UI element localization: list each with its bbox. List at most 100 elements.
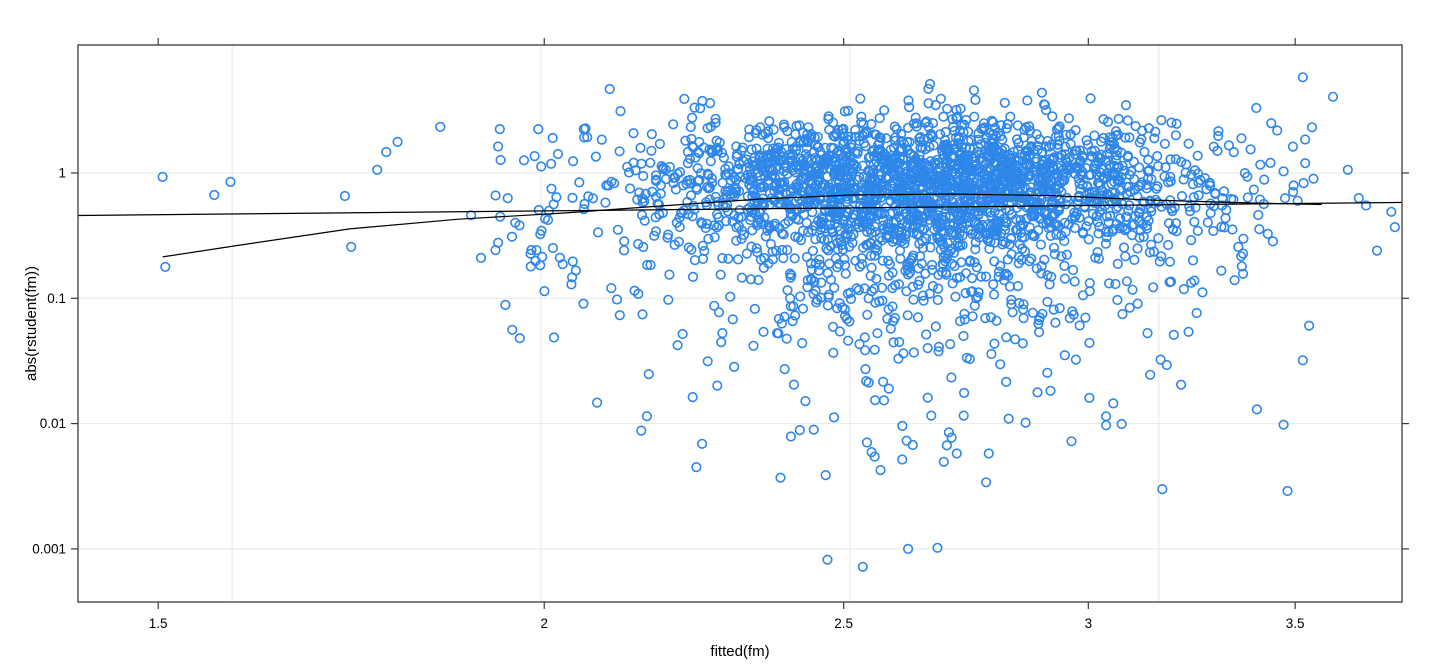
data-point — [956, 257, 967, 268]
data-point — [539, 286, 550, 297]
data-point — [789, 253, 800, 264]
data-point — [1165, 154, 1176, 165]
data-point — [982, 233, 993, 244]
data-point — [1298, 178, 1309, 189]
data-point — [1027, 166, 1038, 177]
data-point — [1081, 180, 1093, 191]
data-point — [957, 240, 968, 251]
data-point — [791, 179, 802, 190]
data-point — [1170, 130, 1181, 141]
data-point — [807, 225, 818, 236]
data-point — [730, 174, 742, 185]
data-point — [1157, 484, 1168, 495]
data-point — [731, 222, 742, 233]
data-point — [1059, 350, 1070, 361]
data-point — [958, 410, 969, 421]
data-point — [633, 238, 644, 250]
axis-ticks — [71, 38, 1409, 609]
data-point — [914, 136, 925, 147]
data-point — [797, 303, 809, 314]
data-point — [922, 392, 933, 403]
data-point — [866, 118, 877, 130]
data-point — [1154, 256, 1165, 267]
data-point — [1007, 188, 1018, 199]
data-point — [687, 392, 698, 403]
data-point — [898, 348, 909, 359]
data-point — [903, 214, 914, 225]
data-point — [1006, 299, 1017, 310]
data-point — [1132, 243, 1143, 254]
data-point — [1156, 115, 1167, 126]
data-point — [1120, 99, 1132, 111]
data-point — [859, 345, 871, 356]
data-point — [1056, 251, 1067, 262]
data-point — [650, 226, 662, 237]
data-point — [1021, 213, 1032, 224]
data-point — [1017, 304, 1029, 315]
data-point — [1045, 221, 1057, 232]
data-point — [999, 97, 1010, 108]
data-point — [547, 242, 559, 254]
data-point — [702, 123, 713, 134]
data-point — [1105, 139, 1116, 150]
data-point — [705, 156, 716, 167]
data-point — [536, 225, 547, 236]
data-point — [1036, 165, 1047, 176]
data-point — [536, 161, 547, 172]
data-point — [635, 142, 646, 153]
data-point — [744, 174, 755, 185]
data-point — [813, 169, 825, 180]
data-point — [940, 126, 951, 138]
data-point — [1100, 238, 1111, 249]
data-point — [1236, 251, 1247, 262]
gridlines — [78, 45, 1402, 602]
data-point — [946, 432, 957, 443]
data-point — [657, 207, 669, 218]
data-point — [339, 190, 351, 202]
data-point — [994, 209, 1005, 220]
data-point — [1129, 254, 1140, 265]
data-point — [883, 222, 894, 233]
data-point — [1049, 208, 1061, 220]
data-point — [529, 151, 540, 162]
data-point — [918, 213, 929, 224]
data-point — [1081, 221, 1092, 232]
data-point — [865, 237, 876, 248]
data-point — [765, 239, 777, 250]
data-point — [953, 131, 965, 143]
data-point — [946, 372, 957, 383]
data-point — [903, 101, 915, 113]
data-point — [1012, 281, 1024, 292]
data-point — [800, 172, 811, 184]
data-point — [628, 157, 639, 168]
data-point — [1259, 174, 1270, 185]
data-point — [854, 201, 865, 212]
data-point — [1050, 183, 1061, 195]
data-point — [1287, 186, 1299, 198]
data-point — [679, 93, 690, 104]
data-point — [1122, 150, 1133, 161]
data-point — [1152, 151, 1163, 162]
data-point — [548, 199, 559, 210]
data-point — [1018, 313, 1029, 324]
data-point — [892, 183, 904, 194]
data-point — [1144, 247, 1155, 258]
data-point — [539, 213, 551, 224]
data-point — [1371, 245, 1383, 256]
data-point — [983, 448, 994, 459]
data-point — [839, 304, 851, 315]
data-point — [987, 117, 999, 128]
data-point — [889, 135, 901, 146]
data-point — [1017, 338, 1028, 349]
data-point — [971, 262, 983, 273]
data-point — [692, 163, 703, 174]
data-point — [701, 218, 713, 229]
data-point — [1036, 268, 1047, 279]
data-point — [883, 171, 894, 182]
data-point — [209, 189, 220, 201]
data-point — [839, 260, 851, 271]
data-point — [435, 121, 446, 132]
data-point — [1006, 249, 1017, 260]
data-point — [579, 198, 590, 210]
data-point — [729, 190, 740, 201]
